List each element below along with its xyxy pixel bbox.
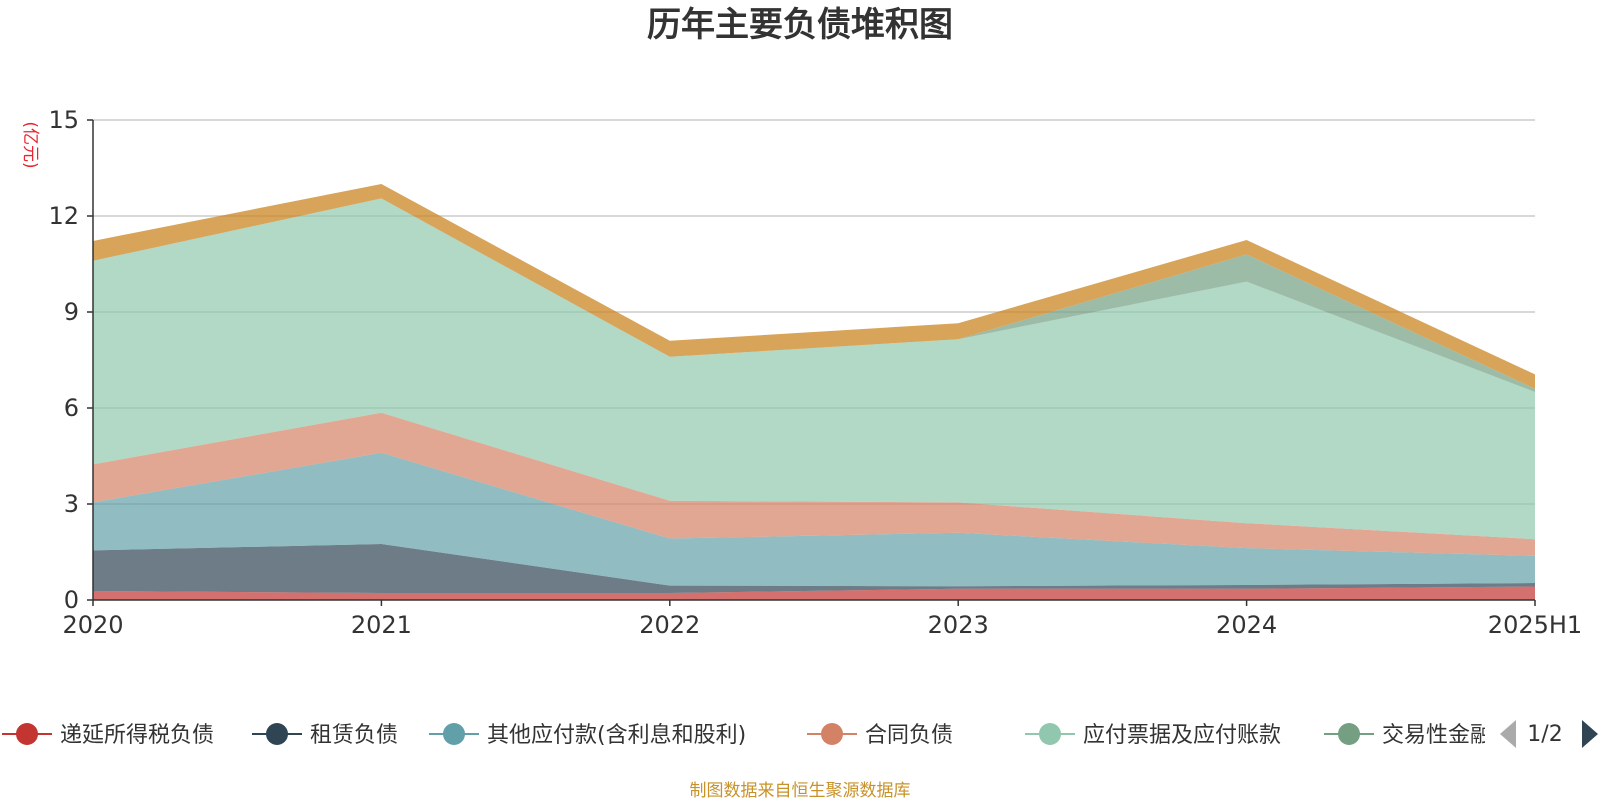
legend-marker-icon [821, 723, 843, 745]
legend-label: 应付票据及应付账款 [1083, 723, 1281, 748]
legend-marker-icon [443, 723, 465, 745]
x-tick-label: 2021 [351, 611, 412, 639]
y-tick-label: 0 [64, 586, 79, 614]
area-series-2 [93, 452, 1535, 587]
legend-prev-arrow-icon[interactable] [1500, 720, 1516, 748]
legend-item[interactable]: 租赁负债 [252, 723, 398, 748]
x-tick-label: 2024 [1216, 611, 1277, 639]
area-series-0 [93, 586, 1535, 600]
legend: 递延所得税负债 租赁负债 其他应付款(含利息和股利) 合同负债 应付票据及应付账款 交易性… [2, 723, 1536, 748]
legend-marker-icon [1039, 723, 1061, 745]
legend-marker-icon [266, 723, 288, 745]
legend-item[interactable]: 其他应付款(含利息和股利) [429, 723, 746, 748]
legend-item[interactable]: 应付票据及应付账款 [1025, 723, 1281, 748]
x-tick-label: 2025H1 [1488, 611, 1582, 639]
area-series-group [93, 184, 1535, 600]
area-series-3 [93, 412, 1535, 556]
area-series-6 [93, 184, 1535, 389]
legend-label: 合同负债 [865, 723, 953, 748]
y-tick-label: 12 [48, 202, 79, 230]
y-axis-unit-label: (亿元) [20, 121, 40, 168]
legend-page-indicator: 1/2 [1527, 722, 1562, 747]
area-series-1 [93, 544, 1535, 593]
axes [92, 120, 1535, 601]
legend-label: 递延所得税负债 [60, 723, 214, 748]
x-tick-label: 2023 [928, 611, 989, 639]
legend-label: 租赁负债 [310, 723, 398, 748]
legend-item[interactable]: 合同负债 [807, 723, 953, 748]
y-tick-label: 15 [48, 106, 79, 134]
data-source-note: 制图数据来自恒生聚源数据库 [690, 781, 911, 800]
legend-item[interactable]: 交易性金融负债 [1324, 723, 1536, 748]
y-tick-label: 9 [64, 298, 79, 326]
y-tick-label: 3 [64, 490, 79, 518]
legend-item[interactable]: 递延所得税负债 [2, 723, 214, 748]
legend-pager: 1/2 [1500, 720, 1598, 748]
legend-label: 交易性金融负债 [1382, 723, 1536, 748]
legend-next-arrow-icon[interactable] [1582, 720, 1598, 748]
legend-label: 其他应付款(含利息和股利) [487, 723, 746, 748]
legend-marker-icon [16, 723, 38, 745]
legend-marker-icon [1338, 723, 1360, 745]
x-tick-label: 2022 [639, 611, 700, 639]
area-series-4 [93, 198, 1535, 540]
y-tick-label: 6 [64, 394, 79, 422]
x-tick-labels: 2020 2021 2022 2023 2024 2025H1 [62, 600, 1582, 639]
x-tick-label: 2020 [62, 611, 123, 639]
chart-title: 历年主要负债堆积图 [647, 5, 953, 45]
y-tick-labels: 0 3 6 9 12 15 [48, 106, 93, 614]
